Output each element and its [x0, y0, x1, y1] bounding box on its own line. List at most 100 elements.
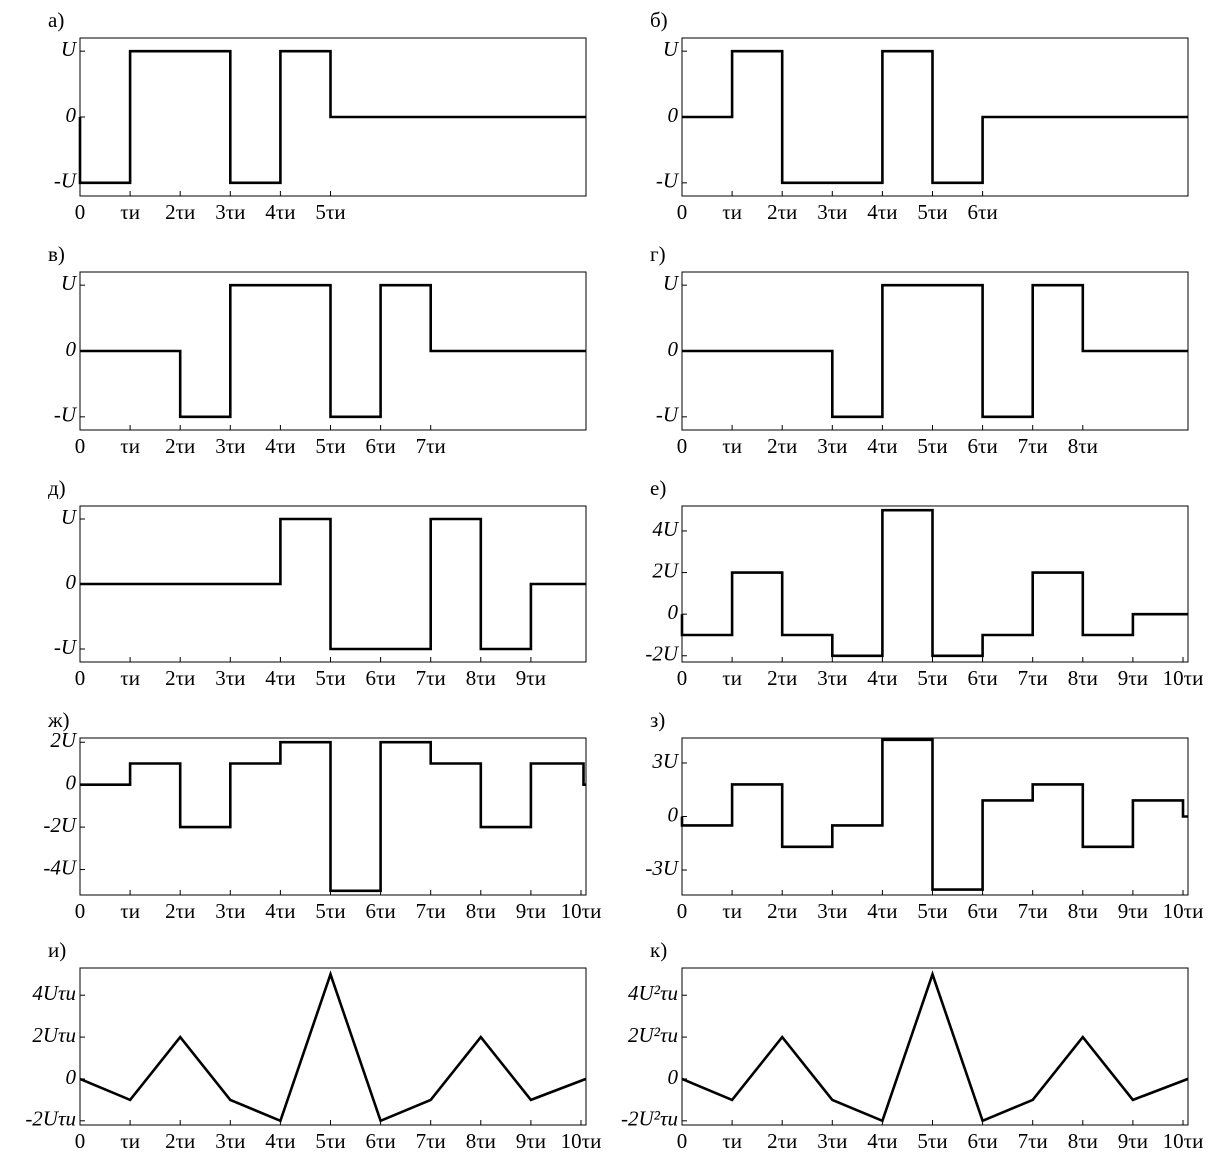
x-tick-label: 6τи — [366, 1129, 396, 1153]
signal-line — [681, 970, 1189, 1123]
x-tick-label: 10τи — [1163, 666, 1204, 690]
x-tick-label: 2τи — [165, 1129, 195, 1153]
x-tick-label: 5τи — [315, 666, 345, 690]
x-tick-label: 8τи — [1068, 899, 1098, 923]
panel: а) -U 0 U 0 τи 2τи 3τи 4τи 5τи — [48, 8, 587, 224]
plot-frame — [79, 967, 587, 1126]
x-tick-label: τи — [722, 666, 742, 690]
y-tick-label: U — [61, 37, 78, 61]
x-tick-label: 4τи — [265, 434, 295, 458]
y-tick-label: 4Uτи — [32, 981, 76, 1005]
signal-line — [80, 740, 586, 893]
x-tick-label: 9τи — [1118, 899, 1148, 923]
x-tick-label: 7τи — [1018, 666, 1048, 690]
x-tick-label: 4τи — [265, 899, 295, 923]
x-tick-label: τи — [722, 899, 742, 923]
y-tick-label: -2Uτи — [25, 1107, 76, 1131]
x-tick-label: 5τи — [917, 1129, 947, 1153]
plot-frame — [681, 505, 1189, 663]
x-tick-label: 8τи — [466, 666, 496, 690]
panel: д) -U 0 U 0 τи 2τи 3τи 4τи 5τи 6τи 7τи 8τи 9τи — [48, 476, 587, 690]
x-tick-label: 5τи — [315, 200, 345, 224]
y-tick-label: -2U — [645, 642, 679, 666]
x-tick-label: 3τи — [215, 434, 245, 458]
x-tick-label: 5τи — [917, 434, 947, 458]
y-tick-label: -U — [54, 635, 78, 659]
y-tick-label: 0 — [668, 1065, 679, 1089]
panel-label: г) — [650, 242, 666, 266]
panel-label: е) — [650, 476, 666, 500]
x-tick-label: 3τи — [817, 666, 847, 690]
panel-label: к) — [650, 938, 667, 962]
x-tick-label: 0 — [75, 1129, 86, 1153]
y-tick-label: 0 — [66, 103, 77, 127]
x-tick-label: 4τи — [867, 434, 897, 458]
x-tick-label: 3τи — [215, 200, 245, 224]
x-tick-label: 9τи — [516, 1129, 546, 1153]
signal-line — [682, 283, 1188, 419]
x-tick-label: 8τи — [1068, 666, 1098, 690]
x-tick-label: 4τи — [265, 666, 295, 690]
signal-line — [682, 49, 1188, 185]
x-tick-label: 7τи — [416, 1129, 446, 1153]
y-tick-label: -3U — [645, 856, 679, 880]
y-tick-label: U — [663, 271, 680, 295]
x-tick-label: 4τи — [867, 200, 897, 224]
x-tick-label: 3τи — [215, 1129, 245, 1153]
x-tick-label: 8τи — [1068, 1129, 1098, 1153]
x-tick-label: τи — [722, 200, 742, 224]
signal-line — [680, 508, 1188, 658]
panel-label: а) — [48, 8, 64, 32]
panel: ж) -4U -2U 0 2U 0 τи 2τи 3τи 4τи 5τи 6τи 7τи 8τи 9τи 10… — [43, 708, 601, 923]
x-tick-label: 2τи — [165, 899, 195, 923]
x-tick-label: 5τи — [315, 1129, 345, 1153]
x-tick-label: 4τи — [867, 1129, 897, 1153]
x-tick-label: τи — [120, 434, 140, 458]
x-tick-label: 7τи — [416, 666, 446, 690]
y-tick-label: U — [61, 505, 78, 529]
panel: з) -3U 0 3U 0 τи 2τи 3τи 4τи 5τи 6τи 7τи 8τи 9τи 10τи — [645, 708, 1203, 923]
x-tick-label: 10τи — [561, 1129, 602, 1153]
signal-line — [78, 49, 586, 185]
x-tick-label: 0 — [677, 200, 688, 224]
x-tick-label: 2τи — [767, 1129, 797, 1153]
y-tick-label: 0 — [668, 600, 679, 624]
y-tick-label: 0 — [66, 770, 77, 794]
y-tick-label: -U — [54, 403, 78, 427]
x-tick-label: 0 — [677, 1129, 688, 1153]
y-tick-label: -2U — [43, 813, 77, 837]
plot-frame — [79, 737, 587, 896]
x-tick-label: 7τи — [1018, 434, 1048, 458]
x-tick-label: 6τи — [968, 434, 998, 458]
x-tick-label: 4τи — [265, 200, 295, 224]
x-tick-label: 4τи — [867, 899, 897, 923]
y-tick-label: -U — [54, 169, 78, 193]
x-tick-label: 0 — [677, 899, 688, 923]
y-tick-label: 0 — [66, 1065, 77, 1089]
x-tick-label: 7τи — [416, 899, 446, 923]
signal-line — [80, 517, 586, 651]
x-tick-label: 3τи — [817, 899, 847, 923]
x-tick-label: 10τи — [561, 899, 602, 923]
y-tick-label: 2U — [50, 728, 78, 752]
x-tick-label: 9τи — [516, 666, 546, 690]
x-tick-label: 0 — [677, 434, 688, 458]
panel-label: в) — [48, 242, 65, 266]
panel: в) -U 0 U 0 τи 2τи 3τи 4τи 5τи 6τи 7τи — [48, 242, 587, 458]
plot-frame — [681, 967, 1189, 1126]
x-tick-label: 6τи — [366, 666, 396, 690]
x-tick-label: τи — [120, 666, 140, 690]
panel: б) -U 0 U 0 τи 2τи 3τи 4τи 5τи 6τи — [650, 8, 1189, 224]
x-tick-label: 9τи — [1118, 1129, 1148, 1153]
y-tick-label: 0 — [66, 570, 77, 594]
x-tick-label: 5τи — [917, 200, 947, 224]
x-tick-label: 6τи — [968, 1129, 998, 1153]
y-tick-label: 2U²τи — [628, 1023, 678, 1047]
y-tick-label: 4U²τи — [628, 981, 678, 1005]
y-tick-label: -4U — [43, 855, 77, 879]
x-tick-label: 7τи — [416, 434, 446, 458]
signal-line — [79, 970, 587, 1123]
